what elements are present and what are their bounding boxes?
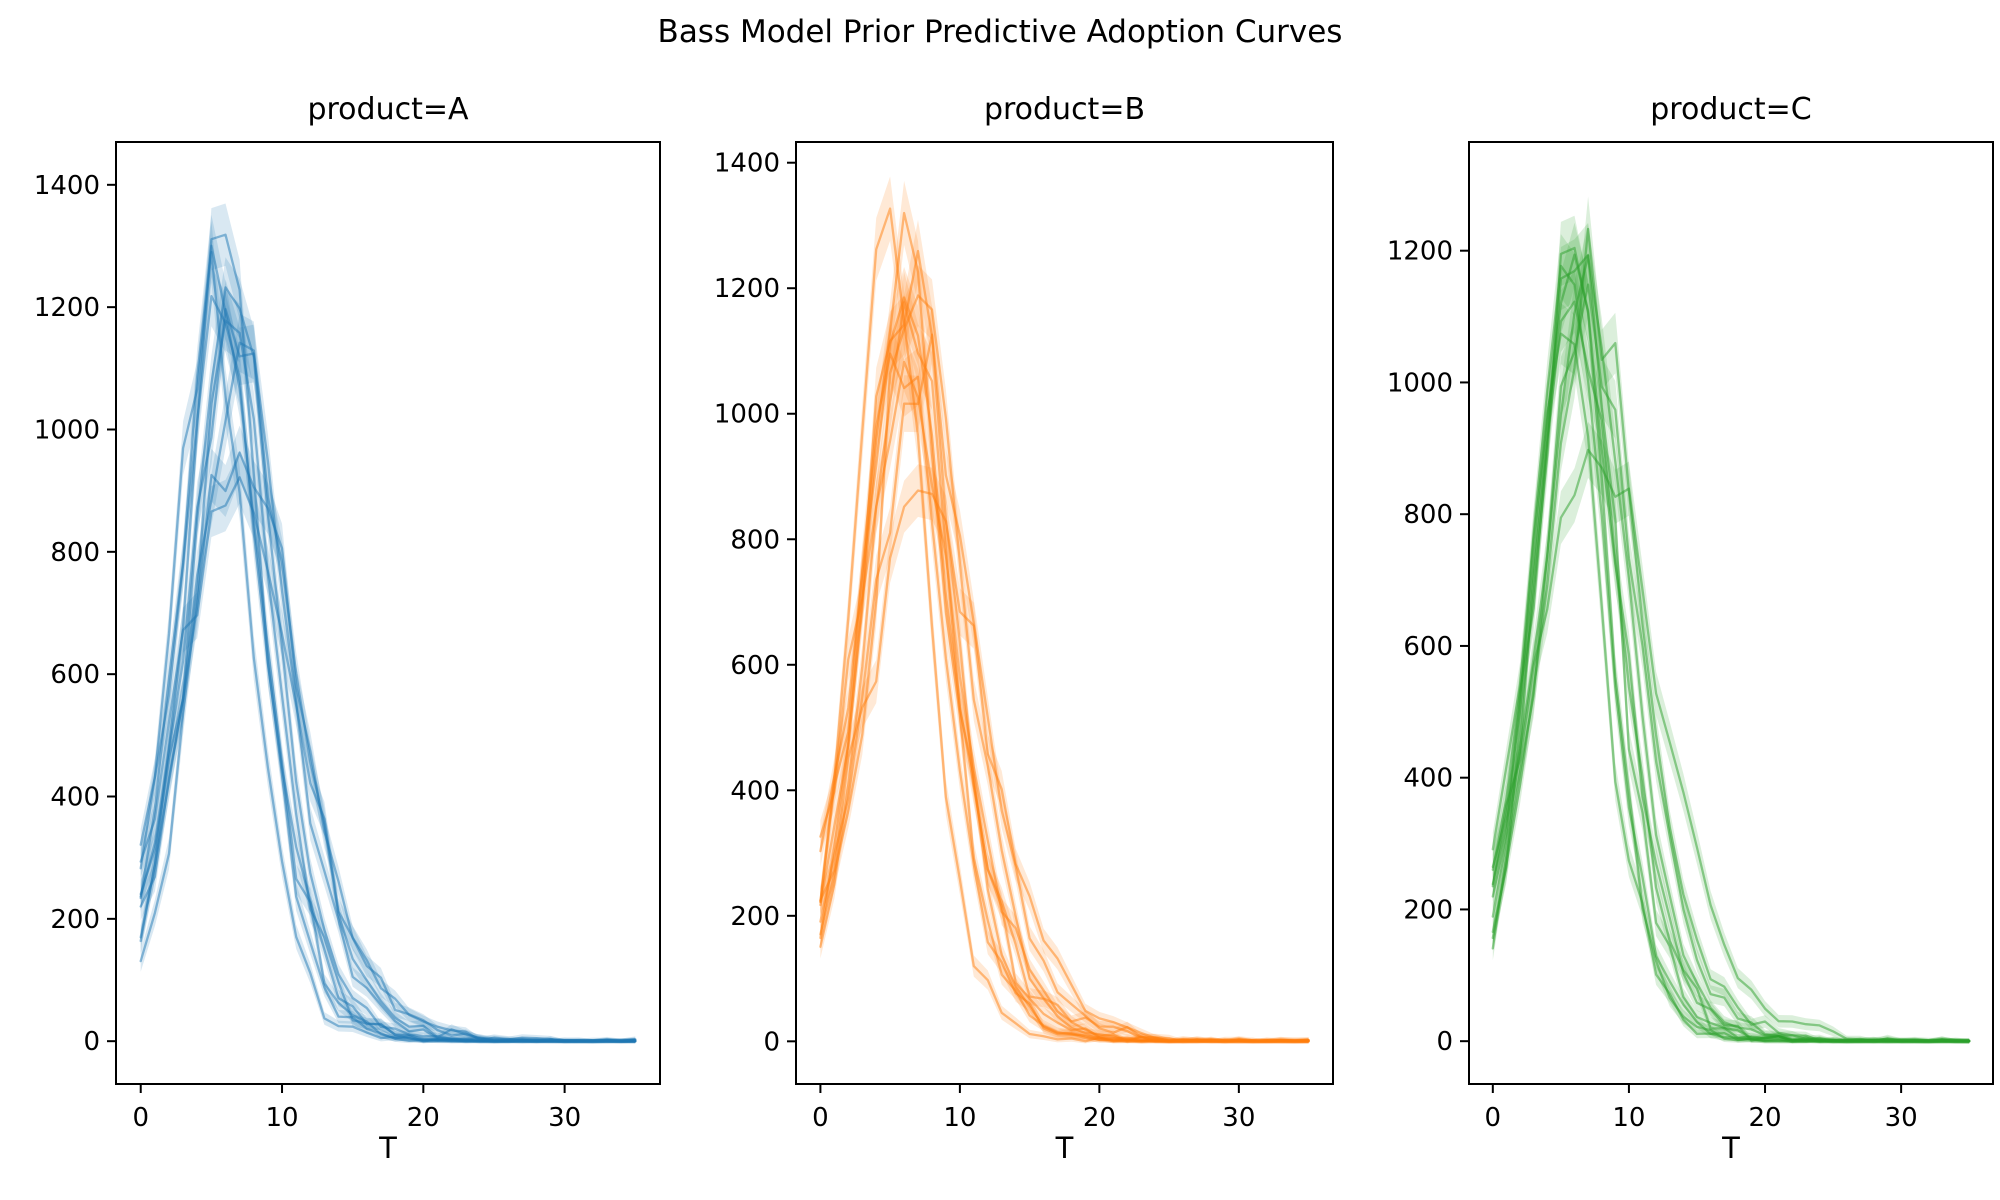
y-tick-label: 400 [1403, 764, 1453, 794]
x-tick-label: 10 [1612, 1103, 1645, 1133]
y-tick-label: 1400 [714, 149, 780, 179]
prior-sample-curve [139, 476, 637, 1043]
x-axis-label-product-a: T [379, 1131, 397, 1165]
y-tick-label: 0 [83, 1027, 100, 1057]
y-tick-label: 1000 [1387, 368, 1453, 398]
y-tick-label: 200 [1403, 895, 1453, 925]
x-tick-label: 20 [1748, 1103, 1781, 1133]
y-tick-label: 1000 [34, 415, 100, 445]
x-tick-label: 0 [812, 1103, 829, 1133]
prior-sample-curve [139, 341, 637, 1043]
figure-title: Bass Model Prior Predictive Adoption Cur… [657, 14, 1343, 50]
axes-spines [795, 141, 1334, 1085]
y-tick-label: 1200 [714, 274, 780, 304]
x-tick-label: 0 [1485, 1103, 1502, 1133]
y-tick-label: 200 [730, 902, 780, 932]
prior-sample-curve [1491, 246, 1971, 1043]
y-tick-label: 200 [50, 905, 100, 935]
prior-sample-band [1492, 253, 1970, 1044]
prior-sample-band [140, 451, 636, 1044]
x-tick-label: 30 [1222, 1103, 1255, 1133]
y-tick-label: 400 [50, 783, 100, 813]
x-tick-label: 10 [265, 1103, 298, 1133]
subplot-title-product-a: product=A [307, 92, 469, 127]
y-tick-label: 600 [1403, 632, 1453, 662]
prior-sample-curve [139, 451, 637, 1043]
prior-sample-band [1492, 421, 1970, 1044]
x-tick-label: 20 [407, 1103, 440, 1133]
x-tick-label: 10 [943, 1103, 976, 1133]
y-tick-label: 1200 [34, 293, 100, 323]
y-tick-label: 800 [730, 525, 780, 555]
prior-sample-band [820, 464, 1309, 1044]
x-tick-label: 30 [548, 1103, 581, 1133]
prior-sample-band [140, 290, 636, 1044]
prior-sample-curve [819, 352, 1310, 1043]
prior-sample-curve [819, 294, 1310, 1043]
x-tick-label: 20 [1083, 1103, 1116, 1133]
subplot-title-product-b: product=B [983, 92, 1146, 127]
x-axis-label-product-c: T [1722, 1131, 1740, 1165]
x-axis-label-product-b: T [1055, 1131, 1074, 1165]
x-tick-label: 30 [1885, 1103, 1918, 1133]
y-tick-label: 1200 [1387, 237, 1453, 267]
prior-sample-band [820, 332, 1309, 1044]
prior-sample-curve [819, 360, 1310, 1043]
prior-sample-curve [139, 319, 637, 1043]
axes-spines [115, 141, 661, 1085]
y-tick-label: 1400 [34, 171, 100, 201]
y-tick-label: 600 [730, 651, 780, 681]
y-tick-label: 800 [1403, 500, 1453, 530]
subplot-title-product-c: product=C [1650, 92, 1812, 127]
y-tick-label: 800 [50, 538, 100, 568]
prior-sample-curve [1491, 448, 1971, 1043]
prior-sample-band [820, 265, 1309, 1044]
y-tick-label: 0 [763, 1027, 780, 1057]
axes-spines [1468, 141, 1994, 1085]
x-tick-label: 0 [132, 1103, 149, 1133]
y-tick-label: 0 [1436, 1027, 1453, 1057]
y-tick-label: 600 [50, 660, 100, 690]
prior-sample-curve [819, 489, 1310, 1043]
y-tick-label: 1000 [714, 400, 780, 430]
y-tick-label: 400 [730, 776, 780, 806]
